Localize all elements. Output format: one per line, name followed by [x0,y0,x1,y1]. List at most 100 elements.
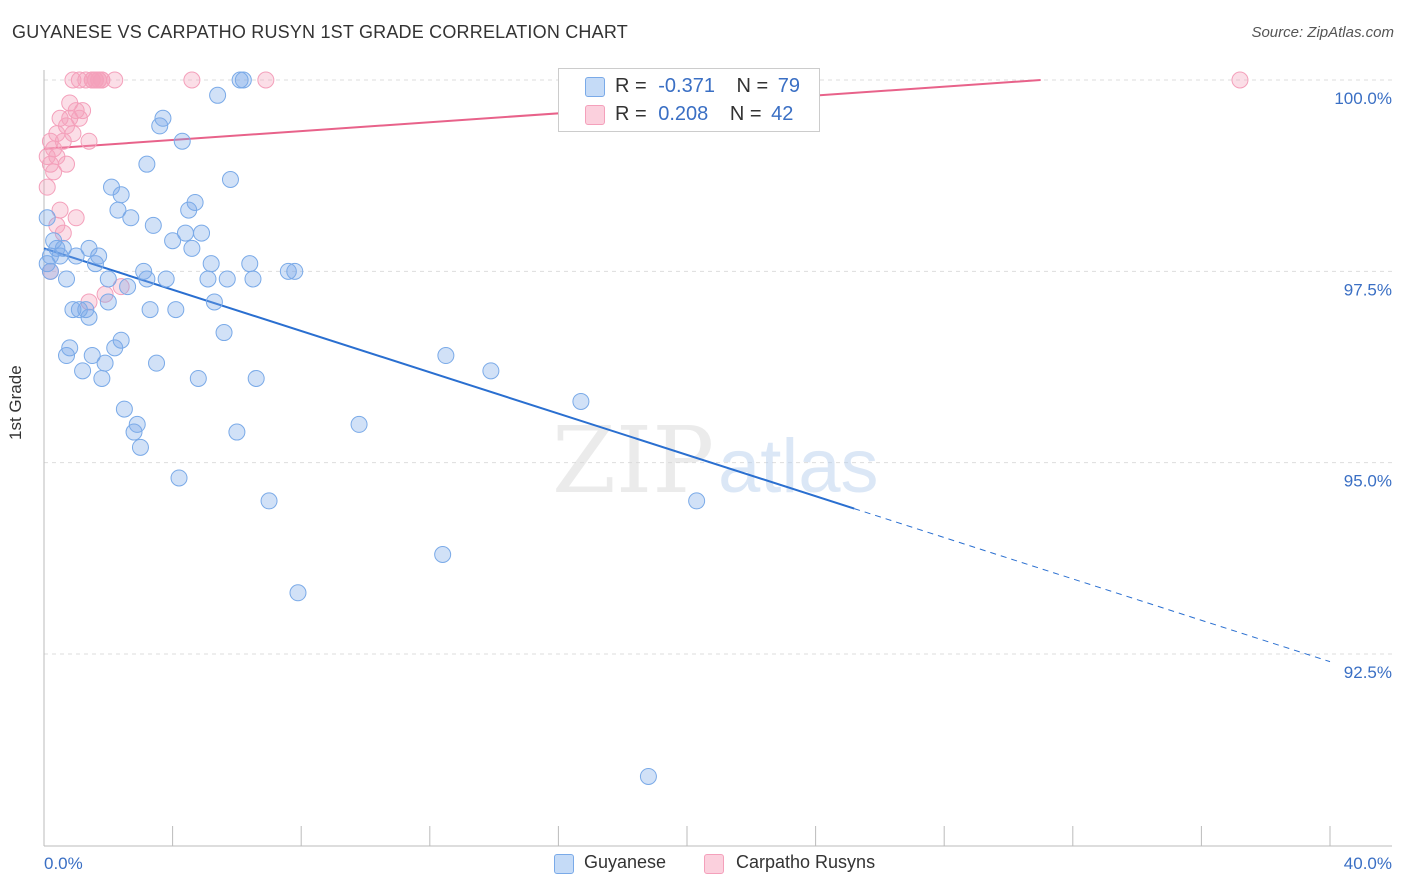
guyanese-point [199,270,217,288]
carpatho-point [257,71,275,89]
guyanese-point [209,86,227,104]
guyanese-point [115,400,133,418]
r-label: R = [615,103,647,125]
n-label: N = [736,75,769,97]
guyanese-point [173,132,191,150]
guyanese-point [189,369,207,387]
guyanese-point [260,492,278,510]
r-value: 0.208 [658,103,709,125]
carpatho-point [58,155,76,173]
guyanese-point [64,301,82,319]
legend-row-guyanese: R = -0.371 N = 79 [615,75,800,98]
guyanese-point [90,247,108,265]
guyanese-point [138,155,156,173]
guyanese-point [112,331,130,349]
guyanese-point [205,293,223,311]
guyanese-point [170,469,188,487]
guyanese-point [61,339,79,357]
guyanese-point [279,262,297,280]
guyanese-point [138,270,156,288]
guyanese-point [119,278,137,296]
guyanese-point [434,546,452,564]
guyanese-point [234,71,252,89]
guyanese-point [482,362,500,380]
guyanese-point [80,308,98,326]
guyanese-swatch [585,77,605,97]
correlation-legend: R = -0.371 N = 79 R = 0.208 N = 42 [558,68,820,132]
guyanese-point [437,347,455,365]
guyanese-point [186,193,204,211]
guyanese-point [167,301,185,319]
x-tick-label: 0.0% [44,854,83,873]
y-tick-label: 100.0% [1334,89,1392,108]
trend-lines [43,79,1331,663]
guyanese-point [221,170,239,188]
guyanese-point [128,415,146,433]
guyanese-point [83,347,101,365]
source-credit: Source: ZipAtlas.com [1251,24,1394,41]
carpatho-point [64,71,82,89]
guyanese-point [183,239,201,257]
guyanese-point [131,438,149,456]
guyanese-trend-line [43,247,855,510]
carpatho-point [106,71,124,89]
guyanese-point [241,255,259,273]
guyanese-legend-swatch [554,854,574,874]
carpatho-point [112,278,130,296]
guyanese-point [164,232,182,250]
carpatho-point [1231,71,1249,89]
guyanese-point [218,270,236,288]
x-tick-label: 40.0% [1344,854,1392,873]
carpatho-point [74,102,92,120]
carpatho-trend-line [43,79,1041,150]
carpatho-swatch [585,105,605,125]
axes [43,70,1392,847]
guyanese-point [289,584,307,602]
grid-lines [44,79,1392,655]
watermark-zip: ZIP [552,407,714,514]
carpatho-point [183,71,201,89]
carpatho-point [64,125,82,143]
guyanese-point [54,239,72,257]
guyanese-point [67,247,85,265]
guyanese-point [122,209,140,227]
guyanese-point [93,369,111,387]
guyanese-point [193,224,211,242]
y-tick-label: 92.5% [1344,663,1392,682]
chart-title: GUYANESE VS CARPATHO RUSYN 1ST GRADE COR… [12,22,628,42]
data-points [38,71,1249,785]
y-tick-label: 95.0% [1344,472,1392,491]
n-value: 79 [777,75,801,97]
tick-labels: 92.5% 95.0% 97.5% 100.0% 0.0% 40.0% [44,89,1392,873]
n-value: 42 [771,103,794,125]
series-legend: Guyanese Carpatho Rusyns [0,852,1406,876]
carpatho-point [80,132,98,150]
carpatho-legend-label: Carpatho Rusyns [736,852,876,872]
carpatho-legend-swatch [704,854,724,874]
guyanese-point [99,270,117,288]
guyanese-trend-extension [854,508,1331,663]
guyanese-point [350,415,368,433]
guyanese-point [157,270,175,288]
r-label: R = [615,75,647,97]
guyanese-legend-label: Guyanese [584,852,667,872]
guyanese-point [286,262,304,280]
guyanese-point [38,209,56,227]
guyanese-point [244,270,262,288]
y-axis-label: 1st Grade [6,365,25,440]
guyanese-point [688,492,706,510]
guyanese-point [228,423,246,441]
guyanese-point [99,293,117,311]
guyanese-point [141,301,159,319]
guyanese-point [202,255,220,273]
carpatho-point [67,209,85,227]
guyanese-point [572,392,590,410]
watermark: ZIP atlas [552,407,879,514]
guyanese-point [176,224,194,242]
watermark-atlas: atlas [718,424,879,509]
guyanese-point [58,270,76,288]
guyanese-point [74,362,92,380]
guyanese-point [215,324,233,342]
guyanese-point [96,354,114,372]
